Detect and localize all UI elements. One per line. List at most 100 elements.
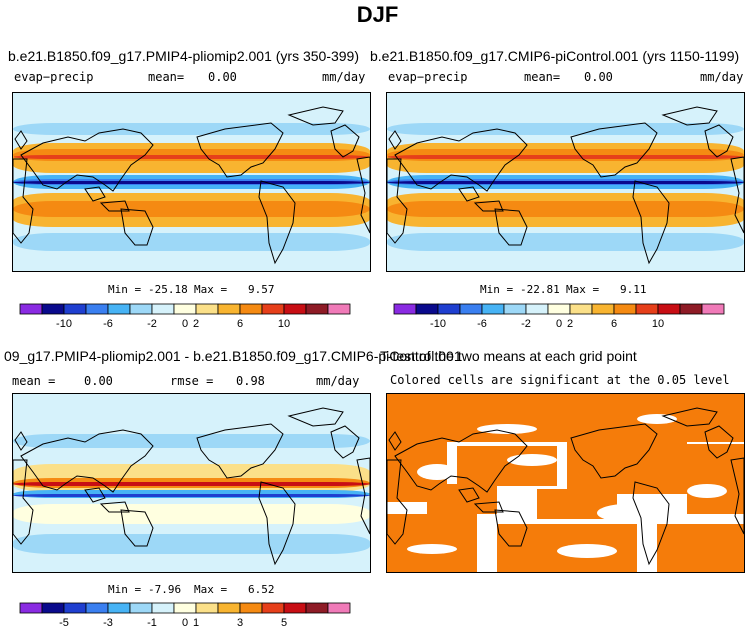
colorbar-swatch [459,303,483,315]
colorbar-swatch [85,602,109,614]
colorbar-tick-label: 6 [611,318,617,330]
colorbar-swatch [173,303,197,315]
coastline [13,158,34,244]
colorbar-swatch [19,602,43,614]
panel-2-max-label: Max = [566,283,600,296]
insignificant-region [477,424,537,434]
coastline [330,124,360,158]
significant-region [687,444,744,514]
colorbar-swatch [63,602,87,614]
panel-1-max-value: 9.57 [248,283,275,296]
panel-3-rmse-value: 0.98 [236,374,265,388]
coastline [661,407,718,427]
colorbar-tick-label: -10 [56,318,72,330]
coastline [287,407,344,427]
colorbar-swatch [195,303,219,315]
field-band [13,494,370,497]
coastline [99,200,130,212]
colorbar-swatch [547,303,571,315]
panel-2-max-value: 9.11 [620,283,647,296]
coastline [394,128,528,192]
colorbar-swatch [239,303,263,315]
panel-3-map [12,393,371,573]
colorbar-swatch [261,303,285,315]
colorbar-swatch [129,602,153,614]
panel-1-map [12,92,371,272]
panel-3-mean-label: mean = [12,374,56,388]
colorbar-tick-label: -6 [103,318,113,330]
colorbar-tick-label: 6 [237,318,243,330]
colorbar-swatch [173,602,197,614]
insignificant-region [637,414,677,424]
colorbar-swatch [525,303,549,315]
coastline [287,106,344,126]
panel-2-colorbar: -10 -6 -2 0 2 6 10 [393,303,725,330]
panel-3-title: 09_g17.PMIP4-pliomip2.001 - b.e21.B1850.… [4,348,462,364]
field-band [13,155,370,159]
significant-region [567,434,687,494]
coastline [458,186,480,202]
panel-1-min-value: -25.18 [148,283,188,296]
colorbar-swatch [635,303,659,315]
colorbar-swatch [239,602,263,614]
coastline [661,106,718,126]
coastline [356,156,370,234]
colorbar-tick-label: 0 [182,617,188,629]
colorbar-swatch [437,303,461,315]
significant-region [387,514,477,572]
coastline [13,459,34,545]
coastline [356,457,370,535]
coastline [20,429,154,493]
field-band [13,482,370,486]
coastline [394,429,528,493]
insignificant-region [507,454,557,466]
panel-4-subtitle: Colored cells are significant at the 0.0… [390,373,730,387]
coastline [120,509,154,547]
field-band [13,233,370,251]
coastline [196,423,284,479]
panel-3-units: mm/day [316,374,360,388]
insignificant-region [597,504,657,522]
coastline [196,122,284,178]
colorbar-swatch [19,303,43,315]
coastline [14,431,28,451]
panel-1-max-label: Max = [194,283,228,296]
coastline [632,481,670,566]
coastline [730,156,744,234]
significant-region [387,394,744,442]
coastline [387,158,408,244]
panel-3-min-label: Min = [108,583,142,596]
panel-2-map [386,92,745,272]
panel-4-title: T-test of the two means at each grid poi… [380,348,637,364]
colorbar-swatch [657,303,681,315]
colorbar-tick-label: -3 [103,617,113,629]
insignificant-region [417,464,457,480]
field-band [13,504,370,524]
colorbar-tick-label: 10 [652,318,664,330]
colorbar-swatch [217,602,241,614]
coastline [704,425,734,459]
coastline [258,180,296,265]
colorbar-tick-label: -6 [477,318,487,330]
panel-3-min-value: -7.96 [148,583,182,596]
colorbar-tick-label: -10 [430,318,446,330]
coastline [570,122,658,178]
colorbar-tick-label: 5 [281,617,287,629]
panel-3-rmse-label: rmse = [170,374,214,388]
colorbar-swatch [305,602,329,614]
colorbar-swatch [327,602,351,614]
coastline [84,186,106,202]
colorbar-swatch [679,303,703,315]
coastline [494,208,528,246]
coastline [387,459,408,545]
colorbar-swatch [569,303,593,315]
coastline [84,487,106,503]
coastline [473,501,504,513]
colorbar-tick-label: 3 [237,617,243,629]
panel-2-mean-label: mean= [524,70,561,84]
field-band [13,201,370,217]
colorbar-tick-label: -2 [521,318,531,330]
colorbar-swatch [503,303,527,315]
field-band [387,201,744,217]
colorbar-swatch [327,303,351,315]
